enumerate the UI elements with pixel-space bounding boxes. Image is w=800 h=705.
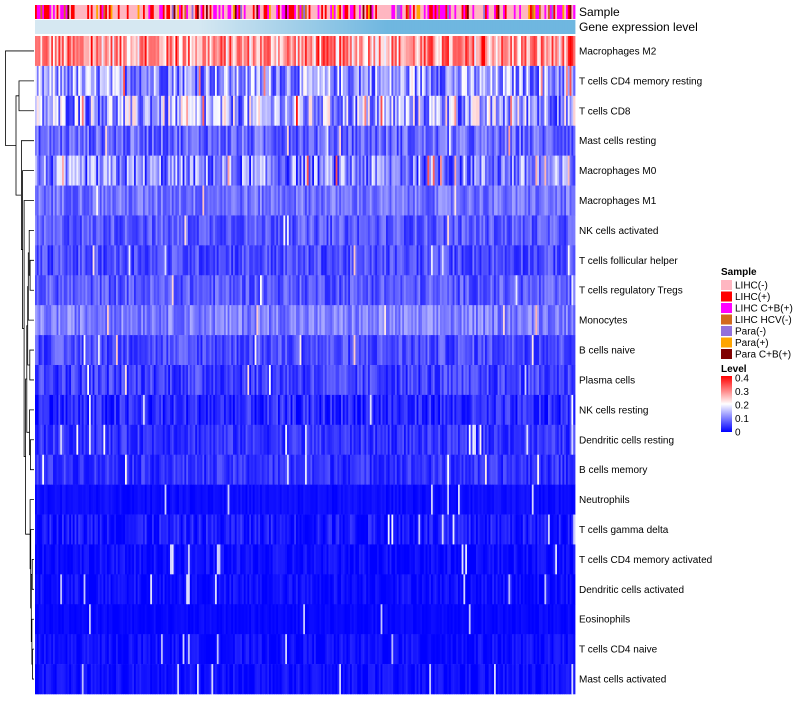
- heatmap-row-t-cells-regulatory-tregs: [35, 275, 575, 305]
- sample-annotation-track: [35, 5, 575, 19]
- heatmap-cell: [573, 335, 575, 365]
- heatmap-svg: Sample Gene expression level Macrophages…: [0, 0, 800, 700]
- heatmap-cell: [573, 156, 575, 186]
- heatmap-cell: [573, 395, 575, 425]
- heatmap-row-macrophages-m0: [35, 156, 575, 186]
- heatmap-cell: [573, 275, 575, 305]
- expression-cell: [573, 20, 575, 34]
- heatmap-figure: Sample Gene expression level Macrophages…: [0, 0, 800, 700]
- heatmap-cell: [573, 66, 575, 96]
- heatmap-row-dendritic-cells-resting: [35, 425, 575, 455]
- sample-cell: [573, 5, 575, 19]
- heatmap-cell: [573, 126, 575, 156]
- heatmap-cell: [573, 305, 575, 335]
- heatmap-cell: [573, 365, 575, 395]
- heatmap-row-macrophages-m1: [35, 186, 575, 216]
- heatmap-row-macrophages-m2: [35, 36, 575, 66]
- heatmap-cell: [573, 215, 575, 245]
- heatmap-row-mast-cells-resting: [35, 126, 575, 156]
- heatmap-row-t-cells-cd4-memory-resting: [35, 66, 575, 96]
- heatmap-row-plasma-cells: [35, 365, 575, 395]
- heatmap-row-b-cells-naive: [35, 335, 575, 365]
- gene-expression-track: [35, 20, 575, 34]
- track-label-expression: Gene expression level: [579, 20, 698, 34]
- heatmap-row-monocytes: [35, 305, 575, 335]
- heatmap-cell: [573, 36, 575, 66]
- heatmap-cells: [35, 36, 575, 694]
- track-label-sample: Sample: [579, 5, 620, 19]
- heatmap-row-t-cells-cd8: [35, 96, 575, 126]
- heatmap-row-nk-cells-resting: [35, 395, 575, 425]
- heatmap-row-nk-cells-activated: [35, 215, 575, 245]
- heatmap-cell: [573, 186, 575, 216]
- heatmap-cell: [573, 96, 575, 126]
- heatmap-row-b-cells-memory: [35, 455, 575, 485]
- heatmap-cell: [573, 425, 575, 455]
- heatmap-cell: [573, 245, 575, 275]
- heatmap-row-t-cells-follicular-helper: [35, 245, 575, 275]
